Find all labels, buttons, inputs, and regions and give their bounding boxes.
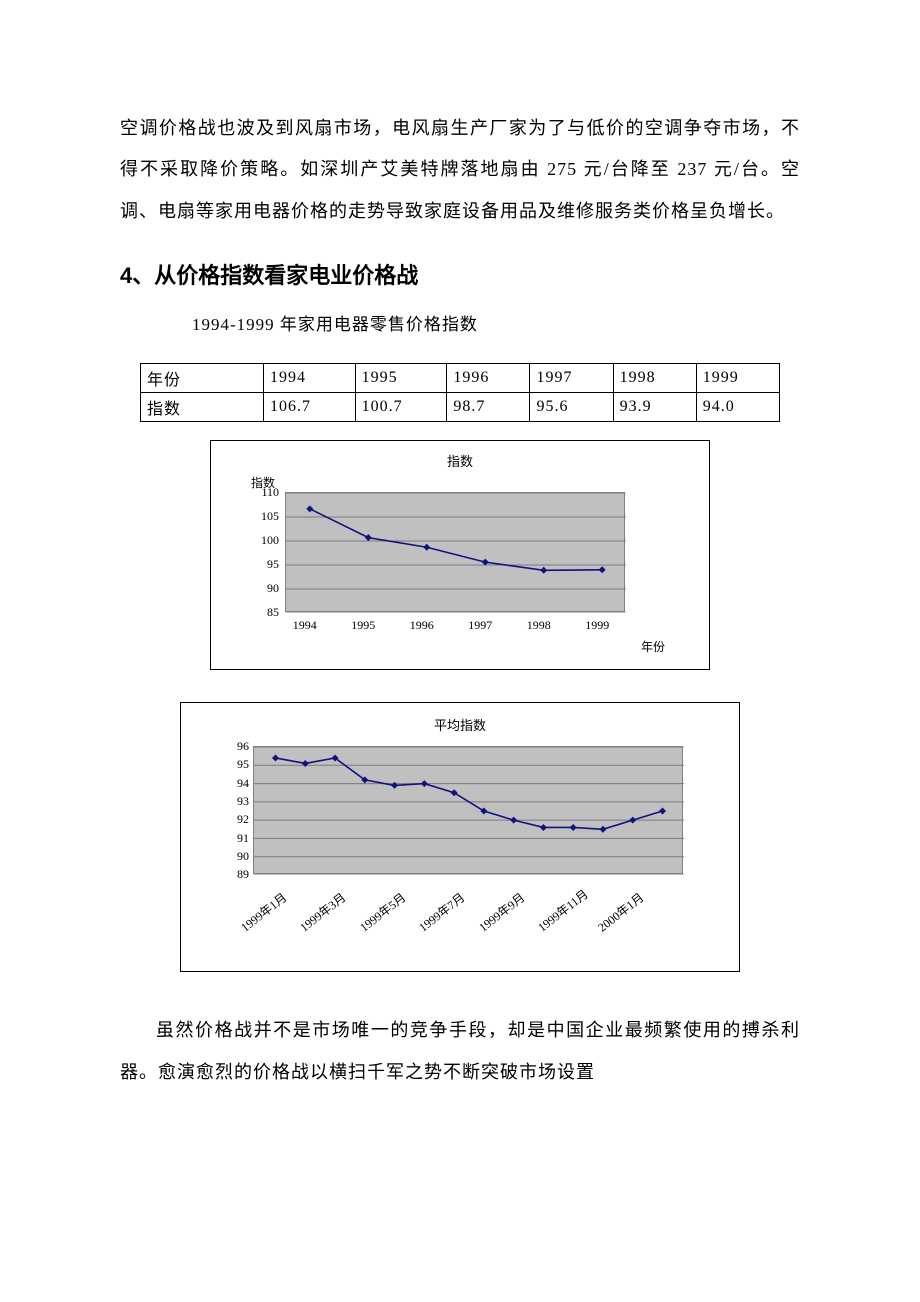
- table-cell: 年份: [141, 364, 264, 393]
- y-tick-label: 94: [227, 777, 249, 789]
- table-cell: 指数: [141, 393, 264, 422]
- y-tick-label: 93: [227, 795, 249, 807]
- y-tick-label: 100: [245, 534, 279, 546]
- chart-title: 平均指数: [197, 715, 723, 734]
- chart-plot-area: [285, 492, 625, 612]
- y-tick-label: 110: [245, 486, 279, 498]
- y-tick-label: 96: [227, 740, 249, 752]
- y-tick-label: 92: [227, 813, 249, 825]
- table-row: 指数 106.7 100.7 98.7 95.6 93.9 94.0: [141, 393, 780, 422]
- y-tick-label: 89: [227, 868, 249, 880]
- x-tick-label: 1999年1月: [237, 889, 290, 936]
- y-tick-label: 85: [245, 606, 279, 618]
- x-tick-label: 2000年1月: [594, 889, 647, 936]
- chart-title: 指数: [225, 451, 695, 470]
- y-tick-label: 105: [245, 510, 279, 522]
- x-tick-label: 1998: [527, 618, 551, 633]
- chart-svg: [254, 747, 684, 875]
- chart-svg: [286, 493, 626, 613]
- chart-x-axis-title: 年份: [641, 638, 665, 655]
- document-page: 空调价格战也波及到风扇市场，电风扇生产厂家为了与低价的空调争夺市场，不得不采取降…: [0, 0, 920, 1302]
- x-tick-label: 1999年3月: [296, 889, 349, 936]
- x-tick-label: 1999: [585, 618, 609, 633]
- y-tick-label: 90: [227, 850, 249, 862]
- table-cell: 1998: [613, 364, 696, 393]
- x-tick-label: 1994: [293, 618, 317, 633]
- x-tick-label: 1999年9月: [475, 889, 528, 936]
- table-cell: 95.6: [530, 393, 613, 422]
- table-row: 年份 1994 1995 1996 1997 1998 1999: [141, 364, 780, 393]
- table-cell: 1999: [696, 364, 779, 393]
- table-caption: 1994-1999 年家用电器零售价格指数: [120, 310, 800, 335]
- y-tick-label: 95: [245, 558, 279, 570]
- table-cell: 94.0: [696, 393, 779, 422]
- table-cell: 106.7: [264, 393, 356, 422]
- x-tick-label: 1997: [468, 618, 492, 633]
- index-line-chart: 指数 指数 859095100105110 199419951996199719…: [210, 440, 710, 670]
- x-tick-label: 1999年5月: [356, 889, 409, 936]
- y-tick-label: 91: [227, 832, 249, 844]
- paragraph-2: 虽然价格战并不是市场唯一的竞争手段，却是中国企业最频繁使用的搏杀利器。愈演愈烈的…: [120, 1010, 800, 1093]
- table-cell: 100.7: [355, 393, 447, 422]
- y-tick-label: 95: [227, 758, 249, 770]
- avg-index-line-chart: 平均指数 8990919293949596 1999年1月1999年3月1999…: [180, 702, 740, 972]
- table-cell: 1997: [530, 364, 613, 393]
- table-cell: 93.9: [613, 393, 696, 422]
- section-heading: 4、从价格指数看家电业价格战: [120, 258, 800, 290]
- paragraph-1: 空调价格战也波及到风扇市场，电风扇生产厂家为了与低价的空调争夺市场，不得不采取降…: [120, 108, 800, 232]
- x-tick-label: 1999年11月: [534, 886, 591, 936]
- chart-plot-area: [253, 746, 683, 874]
- x-tick-label: 1999年7月: [415, 889, 468, 936]
- y-tick-label: 90: [245, 582, 279, 594]
- x-tick-label: 1996: [410, 618, 434, 633]
- table-cell: 98.7: [447, 393, 530, 422]
- table-cell: 1995: [355, 364, 447, 393]
- x-tick-label: 1995: [351, 618, 375, 633]
- price-index-table: 年份 1994 1995 1996 1997 1998 1999 指数 106.…: [140, 363, 780, 422]
- table-cell: 1994: [264, 364, 356, 393]
- table-cell: 1996: [447, 364, 530, 393]
